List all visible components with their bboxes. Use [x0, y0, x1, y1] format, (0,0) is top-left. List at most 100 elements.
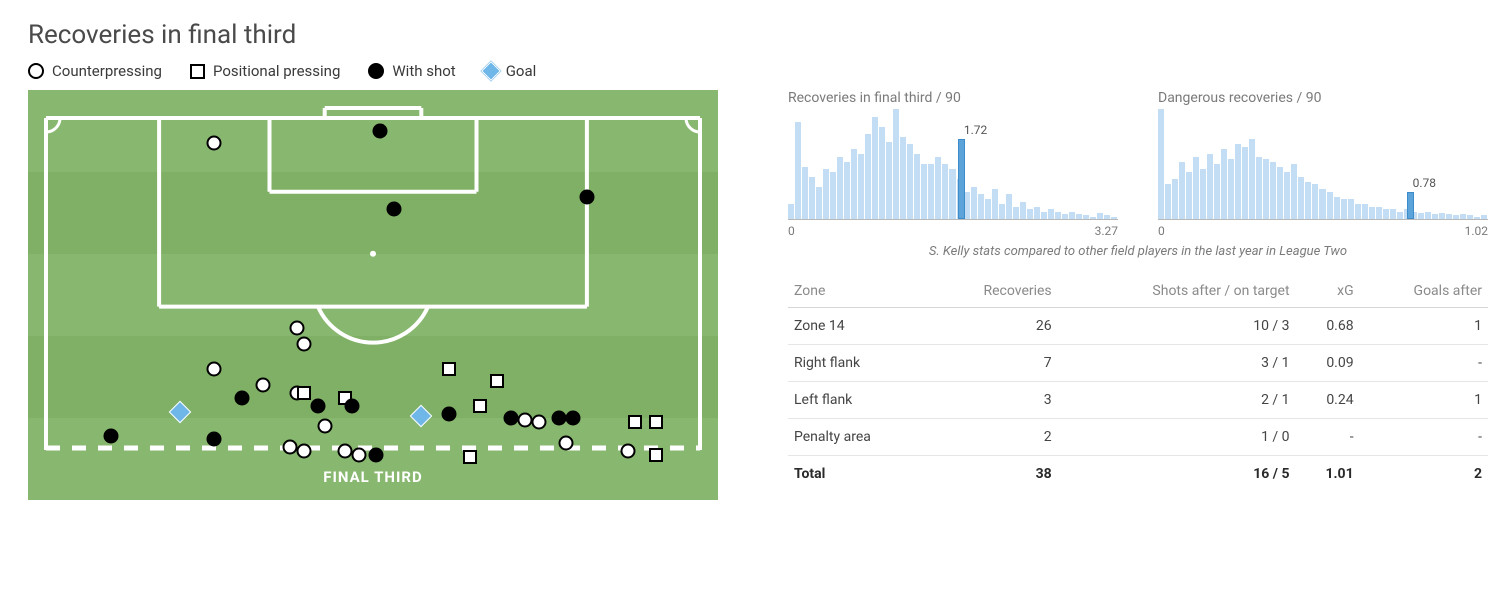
hist-bar [1027, 209, 1033, 219]
hist-bar [837, 157, 843, 220]
recovery-marker [531, 415, 546, 430]
table-cell: 7 [930, 345, 1058, 382]
table-cell: 16 / 5 [1058, 456, 1296, 493]
table-total-row: Total3816 / 51.012 [788, 456, 1488, 493]
hist-bar [1048, 209, 1054, 219]
hist-bar [1474, 217, 1480, 220]
hist-bar [1221, 149, 1227, 219]
hist-bar [1460, 214, 1466, 219]
hist-bar [949, 169, 955, 219]
recovery-marker [441, 406, 456, 421]
hist-bar [1432, 214, 1438, 219]
legend-positional: Positional pressing [190, 62, 340, 80]
hist-title: Dangerous recoveries / 90 [1158, 90, 1488, 106]
hist-bar [1383, 209, 1389, 219]
hist-bar [1305, 182, 1311, 220]
recovery-marker [103, 429, 118, 444]
hist-bar [1334, 197, 1340, 220]
hist-bar [1083, 215, 1089, 219]
histogram-caption: S. Kelly stats compared to other field p… [788, 244, 1488, 259]
hist-title: Recoveries in final third / 90 [788, 90, 1118, 106]
hist-bar [928, 164, 934, 219]
hist-bar [1097, 213, 1103, 219]
table-cell: 1 [1360, 382, 1488, 419]
hist-player-value: 1.72 [964, 123, 987, 137]
hist-bar [985, 199, 991, 219]
table-cell: Left flank [788, 382, 930, 419]
hist-bar [1481, 215, 1487, 219]
hist-bar [1062, 214, 1068, 219]
hist-bar [1165, 184, 1171, 219]
hist-bar [1256, 157, 1262, 220]
hist-bar [1179, 162, 1185, 220]
legend-label: With shot [392, 62, 455, 80]
hist-bar [809, 177, 815, 220]
hist-bar [1158, 109, 1164, 219]
hist-bar [1020, 202, 1026, 220]
hist-bar [802, 167, 808, 220]
hist-bar [1467, 215, 1473, 219]
recovery-marker [504, 411, 519, 426]
hist-bar [1069, 212, 1075, 220]
hist-bar [1327, 192, 1333, 220]
hist-bar [1235, 144, 1241, 219]
table-row: Right flank73 / 10.09- [788, 345, 1488, 382]
hist-bar [1341, 199, 1347, 219]
hist-bar [1362, 204, 1368, 219]
hist-bar [1214, 164, 1220, 219]
table-cell: 0.68 [1296, 308, 1360, 345]
hist-player-marker [1407, 192, 1414, 220]
hist-bar [844, 162, 850, 220]
hist-bar [1376, 207, 1382, 220]
hist-bar [999, 204, 1005, 219]
recovery-marker [345, 398, 360, 413]
table-cell: 1 / 0 [1058, 419, 1296, 456]
hist-bar [1090, 217, 1096, 220]
hist-bar [1390, 209, 1396, 219]
hist-bar [1034, 207, 1040, 220]
hist-bar [830, 172, 836, 220]
hist-bar [1200, 169, 1206, 219]
hist-bar [1104, 215, 1110, 219]
table-cell: 0.24 [1296, 382, 1360, 419]
recovery-marker [517, 413, 532, 428]
table-header: Goals after [1360, 275, 1488, 308]
recovery-marker [297, 386, 311, 400]
hist-player-value: 0.78 [1413, 176, 1436, 190]
circle-solid-icon [368, 63, 384, 79]
recovery-marker [559, 435, 574, 450]
table-row: Penalty area21 / 0-- [788, 419, 1488, 456]
hist-bar [1013, 207, 1019, 220]
table-cell: 10 / 3 [1058, 308, 1296, 345]
table-cell: 1.01 [1296, 456, 1360, 493]
legend-counterpressing: Counterpressing [28, 62, 162, 80]
hist-bar [992, 189, 998, 219]
table-header: Zone [788, 275, 930, 308]
hist-bar [1312, 184, 1318, 219]
square-open-icon [190, 64, 205, 79]
recovery-marker [442, 362, 456, 376]
table-cell: 26 [930, 308, 1058, 345]
hist-bar [971, 187, 977, 220]
recovery-marker [649, 448, 663, 462]
table-header: xG [1296, 275, 1360, 308]
table-cell: 2 / 1 [1058, 382, 1296, 419]
hist-bar [858, 154, 864, 219]
recovery-marker [234, 390, 249, 405]
table-cell: 1 [1360, 308, 1488, 345]
hist-bar [1242, 147, 1248, 220]
hist-bar [1284, 172, 1290, 220]
hist-bar [1207, 154, 1213, 219]
recovery-marker [207, 431, 222, 446]
hist-bar [1055, 212, 1061, 220]
hist-bar [1319, 189, 1325, 219]
recovery-marker [338, 443, 353, 458]
hist-bar [1446, 214, 1452, 219]
histogram-recoveries-final-third: Recoveries in final third / 90 1.72 0 3.… [788, 90, 1118, 238]
page-title: Recoveries in final third [28, 20, 1477, 50]
table-cell: - [1360, 345, 1488, 382]
hist-bar [1298, 177, 1304, 220]
hist-bar [879, 127, 885, 220]
hist-bar [1041, 212, 1047, 220]
axis-min: 0 [788, 224, 795, 238]
